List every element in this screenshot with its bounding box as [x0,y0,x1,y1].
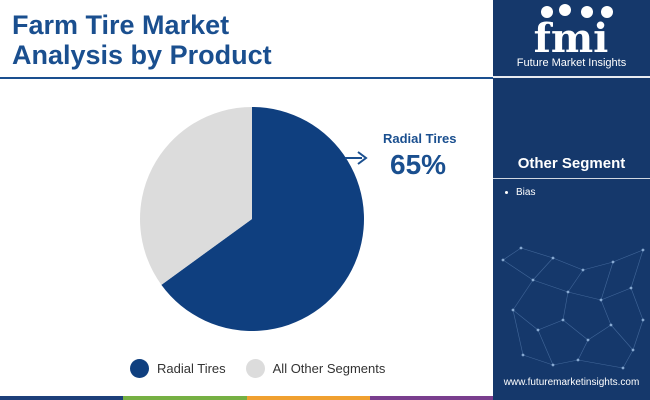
network-node [561,318,565,322]
bottom-bar-segment-2 [123,396,247,400]
network-line [630,287,644,321]
network-line [552,359,579,366]
network-node [599,298,603,302]
pie-slice-radial-tires [161,107,364,331]
network-node [631,348,635,352]
network-line [552,257,584,271]
title-divider [0,77,493,79]
network-node [629,286,633,290]
other-segment-item: Bias [505,186,535,200]
fmi-logo: fmi [534,4,613,60]
other-segment-list: Bias [505,186,535,200]
network-line [512,309,524,356]
network-line [587,324,612,341]
network-line [577,339,589,361]
bottom-bar-segment-4 [369,396,493,400]
legend-item-others: All Other Segments [245,358,386,378]
callout-arrow-icon [345,151,368,165]
legend-label-radial: Radial Tires [157,360,226,376]
network-node [609,323,613,327]
network-node [641,248,645,252]
food-icon [581,6,593,18]
legend-item-radial: Radial Tires [130,358,226,378]
network-line [612,249,644,263]
network-node [621,366,625,370]
network-line [537,329,554,366]
network-line [512,279,534,311]
bottom-bar-segment-1 [0,396,124,400]
network-node [576,358,580,362]
network-line [502,247,522,261]
callout-label: Radial Tires [383,131,457,146]
network-node [611,260,615,264]
network-line [522,354,554,366]
title-line-1: Farm Tire Market [12,10,230,40]
network-line [600,287,632,301]
bullet-icon [505,190,508,194]
network-line [532,279,569,293]
title-line-2: Analysis by Product [12,40,272,70]
other-segment-item-label: Bias [516,187,536,198]
other-segment-heading: Other Segment [517,155,626,172]
logo-text: fmi [534,15,609,60]
network-node [519,246,523,250]
network-line [630,249,644,289]
bottom-bar-segment-3 [246,396,370,400]
legend-swatch-others [245,358,265,378]
network-line [610,324,634,351]
other-segment-divider [493,178,650,179]
network-line [567,269,584,293]
page-title: Farm Tire Market Analysis by Product [12,10,482,70]
brand-name: Future Market Insights [516,57,627,69]
person-icon [601,6,613,18]
network-line [537,319,564,331]
network-node [551,363,555,367]
network-line [600,299,612,326]
pie-chart [140,107,368,331]
network-node [586,338,590,342]
network-line [512,309,539,331]
legend-label-others: All Other Segments [272,360,386,376]
network-line [562,319,589,341]
legend-swatch-radial [130,358,149,378]
sidebar: fmi Future Market Insights Other Segment… [493,0,650,400]
network-line [520,247,554,259]
callout-value: 65% [390,149,447,180]
network-node [551,256,555,260]
cloud-icon [541,6,553,18]
network-node [536,328,540,332]
network-line [577,359,624,369]
network-line [632,319,644,351]
sidebar-divider [493,76,650,78]
network-decoration [501,246,645,370]
hand-icon [559,4,571,16]
website-link[interactable]: www.futuremarketinsights.com [503,377,640,388]
network-line [562,291,569,321]
network-line [582,261,614,271]
network-line [502,259,534,281]
network-node [501,258,505,262]
pie-slice-all-other-segments [140,107,252,285]
network-line [600,261,614,301]
network-node [521,353,525,357]
network-line [622,349,634,369]
network-node [531,278,535,282]
network-node [566,290,570,294]
brand-header: fmi Future Market Insights [493,0,650,78]
network-line [532,257,554,281]
network-line [567,291,602,301]
network-node [641,318,645,322]
network-node [581,268,585,272]
network-node [511,308,515,312]
bottom-color-bar [0,396,493,400]
chart-legend: Radial Tires All Other Segments [130,357,405,379]
